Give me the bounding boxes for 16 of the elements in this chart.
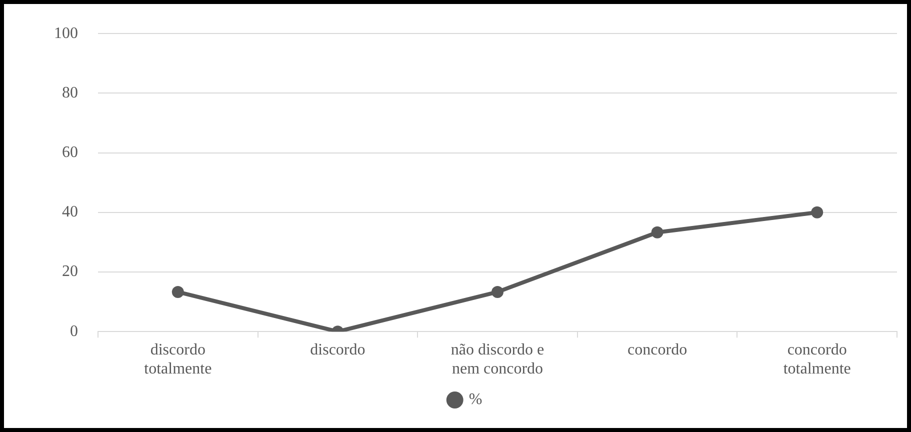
y-tick-label: 80	[62, 84, 78, 102]
point	[651, 226, 664, 238]
x-tick-label: concordo	[628, 341, 688, 358]
point	[172, 286, 184, 298]
x-tick-label: concordo totalmente	[783, 341, 851, 378]
point	[492, 286, 504, 298]
x-tick-label: não discordo e nem concordo	[450, 341, 544, 378]
x-tick-label: discordo totalmente	[144, 341, 212, 378]
legend-label: %	[468, 391, 482, 408]
y-tick-label: 20	[62, 263, 78, 280]
y-tick-label: 40	[62, 204, 78, 221]
y-tick-label: 0	[70, 322, 78, 340]
point	[811, 206, 824, 218]
x-tick-label: discordo	[310, 341, 366, 358]
y-tick-label: 60	[62, 144, 78, 162]
y-tick-label: 100	[54, 24, 78, 42]
